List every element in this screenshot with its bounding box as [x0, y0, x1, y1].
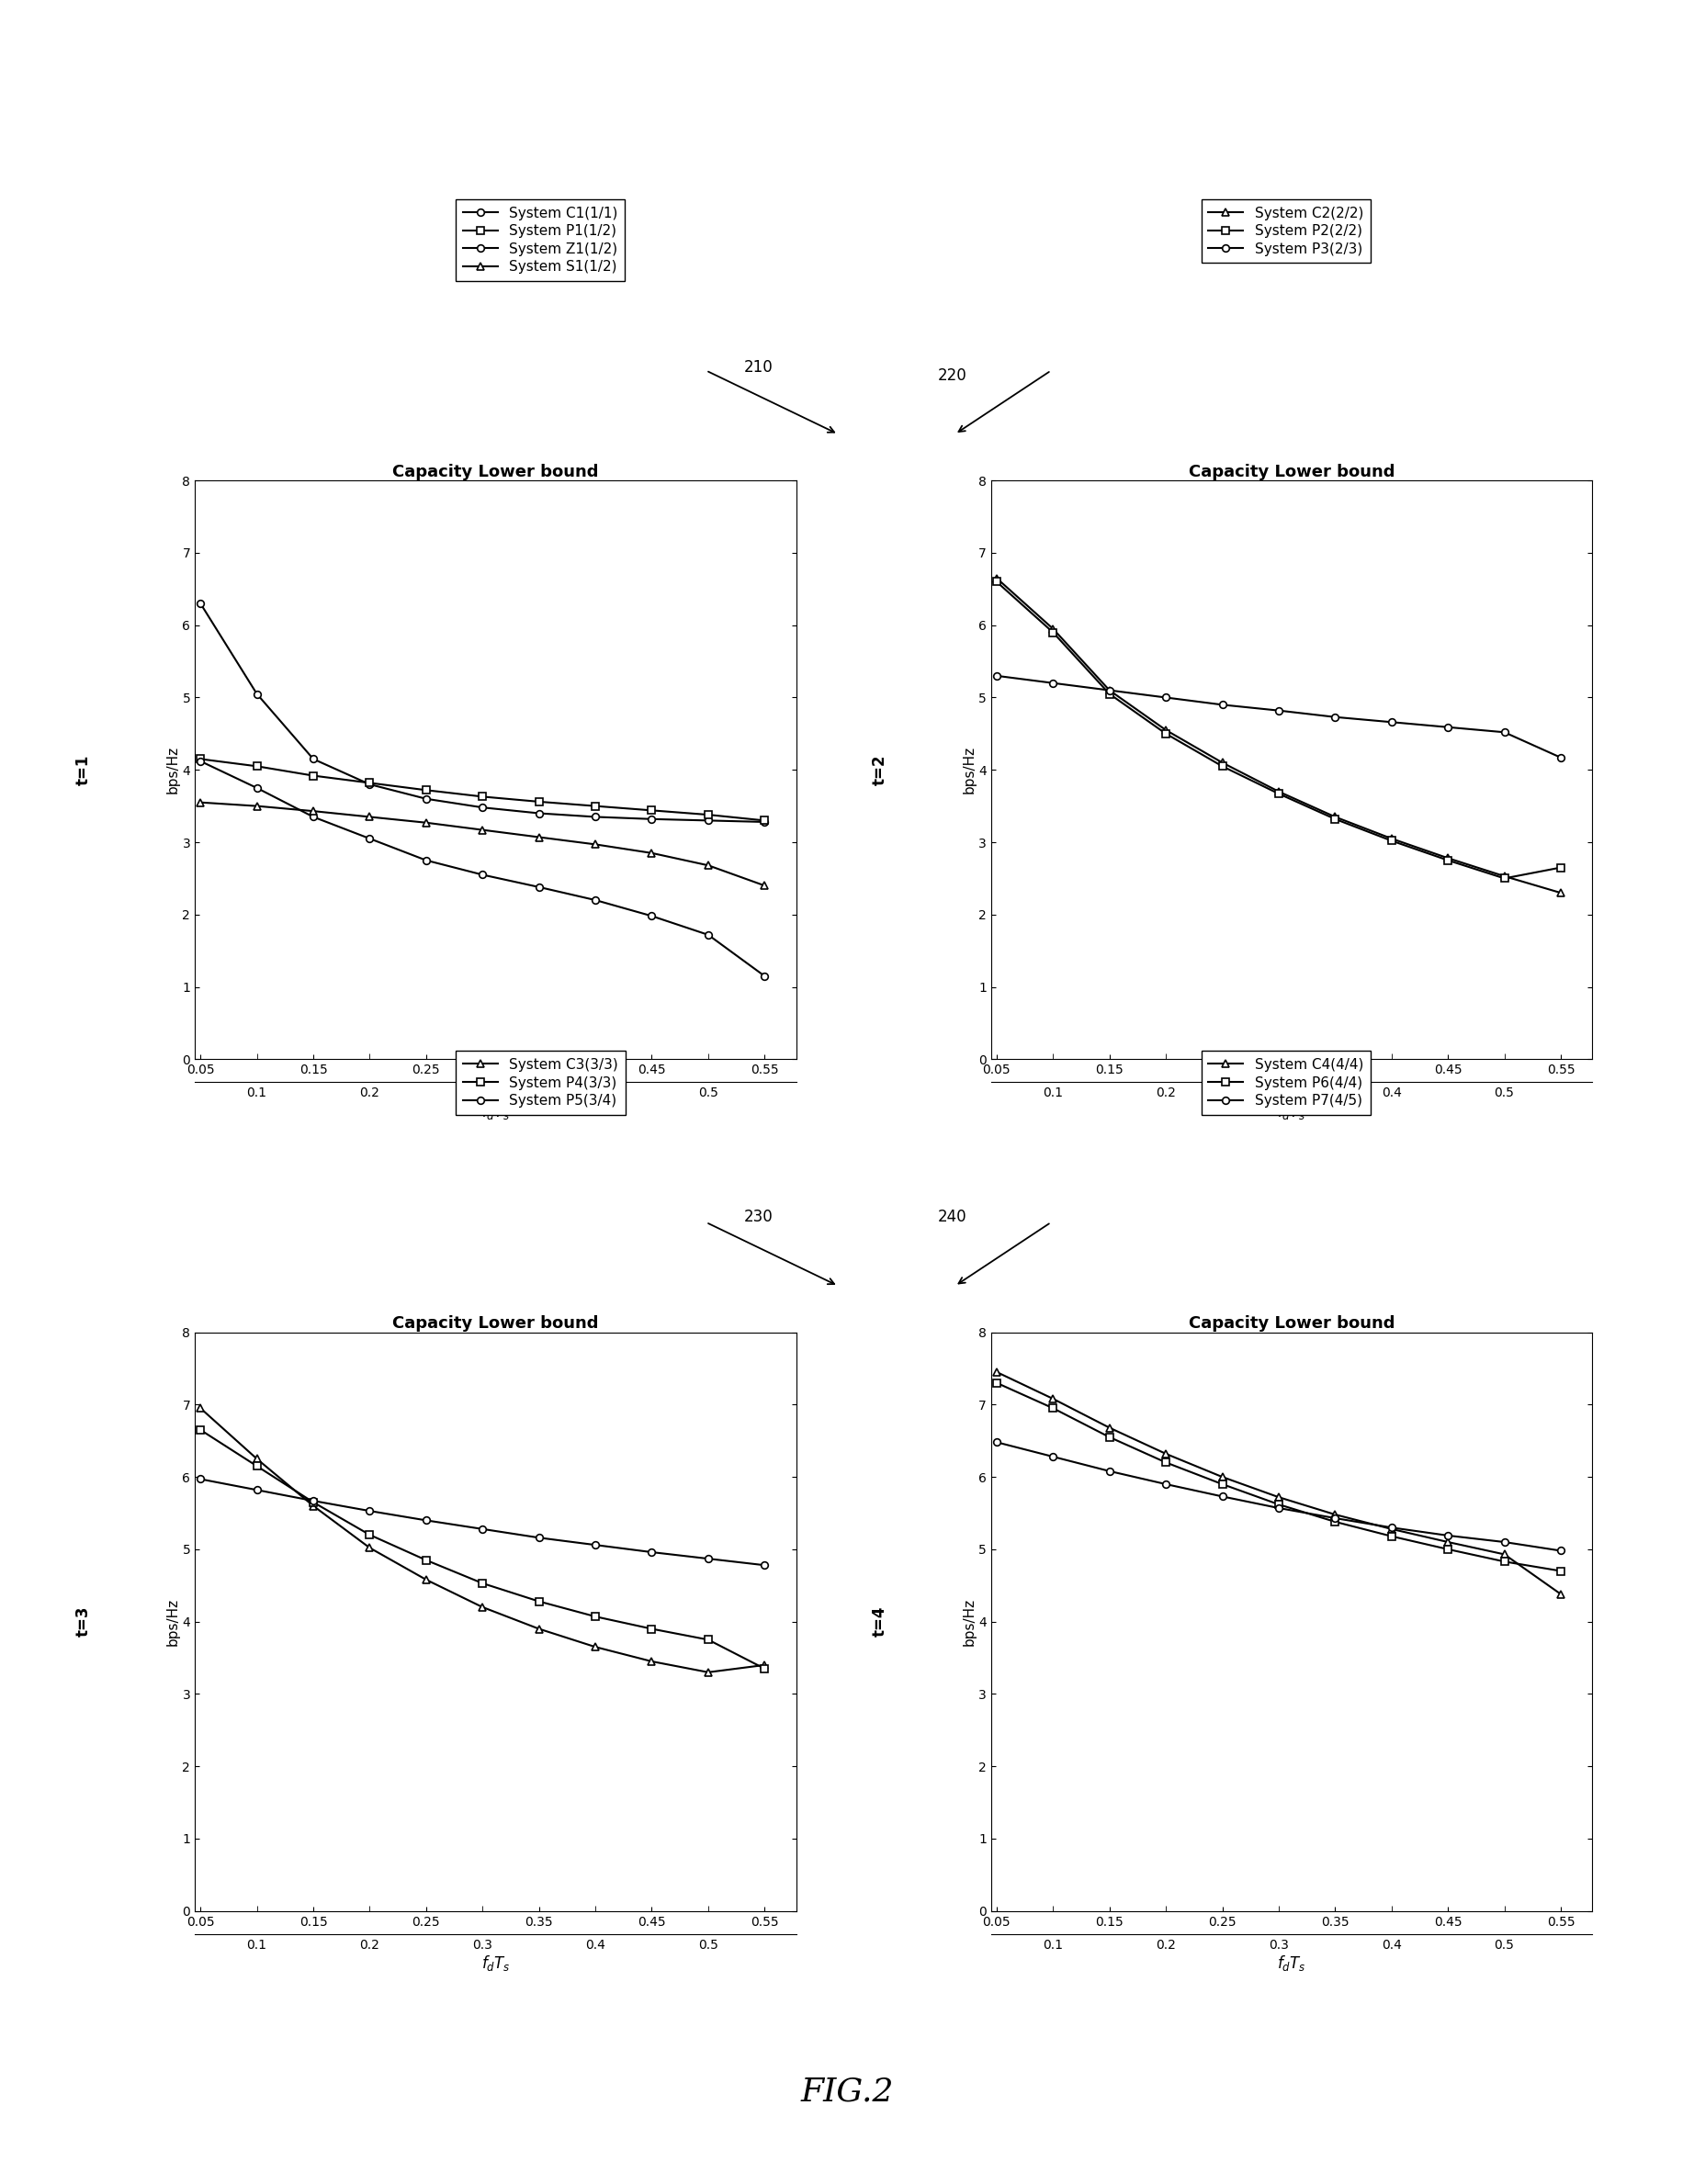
Text: t=3: t=3	[75, 1605, 91, 1638]
X-axis label: $f_dT_s$: $f_dT_s$	[481, 1955, 510, 1972]
Text: 220: 220	[937, 367, 967, 384]
Title: Capacity Lower bound: Capacity Lower bound	[393, 1315, 598, 1332]
Legend: System C3(3/3), System P4(3/3), System P5(3/4): System C3(3/3), System P4(3/3), System P…	[456, 1051, 625, 1114]
Y-axis label: bps/Hz: bps/Hz	[166, 747, 180, 793]
Text: 230: 230	[744, 1208, 774, 1225]
X-axis label: $f_dT_s$: $f_dT_s$	[481, 1103, 510, 1120]
X-axis label: $f_dT_s$: $f_dT_s$	[1277, 1103, 1306, 1120]
Title: Capacity Lower bound: Capacity Lower bound	[1189, 463, 1394, 480]
Text: t=2: t=2	[871, 753, 888, 786]
Title: Capacity Lower bound: Capacity Lower bound	[393, 463, 598, 480]
Y-axis label: bps/Hz: bps/Hz	[962, 747, 976, 793]
Legend: System C2(2/2), System P2(2/2), System P3(2/3): System C2(2/2), System P2(2/2), System P…	[1201, 199, 1370, 262]
Y-axis label: bps/Hz: bps/Hz	[166, 1599, 180, 1645]
Text: 240: 240	[937, 1208, 967, 1225]
Title: Capacity Lower bound: Capacity Lower bound	[1189, 1315, 1394, 1332]
Legend: System C1(1/1), System P1(1/2), System Z1(1/2), System S1(1/2): System C1(1/1), System P1(1/2), System Z…	[456, 199, 625, 282]
Text: t=4: t=4	[871, 1605, 888, 1638]
Text: FIG.2: FIG.2	[800, 2077, 894, 2108]
X-axis label: $f_dT_s$: $f_dT_s$	[1277, 1955, 1306, 1972]
Y-axis label: bps/Hz: bps/Hz	[962, 1599, 976, 1645]
Text: 210: 210	[744, 358, 774, 376]
Legend: System C4(4/4), System P6(4/4), System P7(4/5): System C4(4/4), System P6(4/4), System P…	[1201, 1051, 1370, 1114]
Text: t=1: t=1	[75, 753, 91, 786]
